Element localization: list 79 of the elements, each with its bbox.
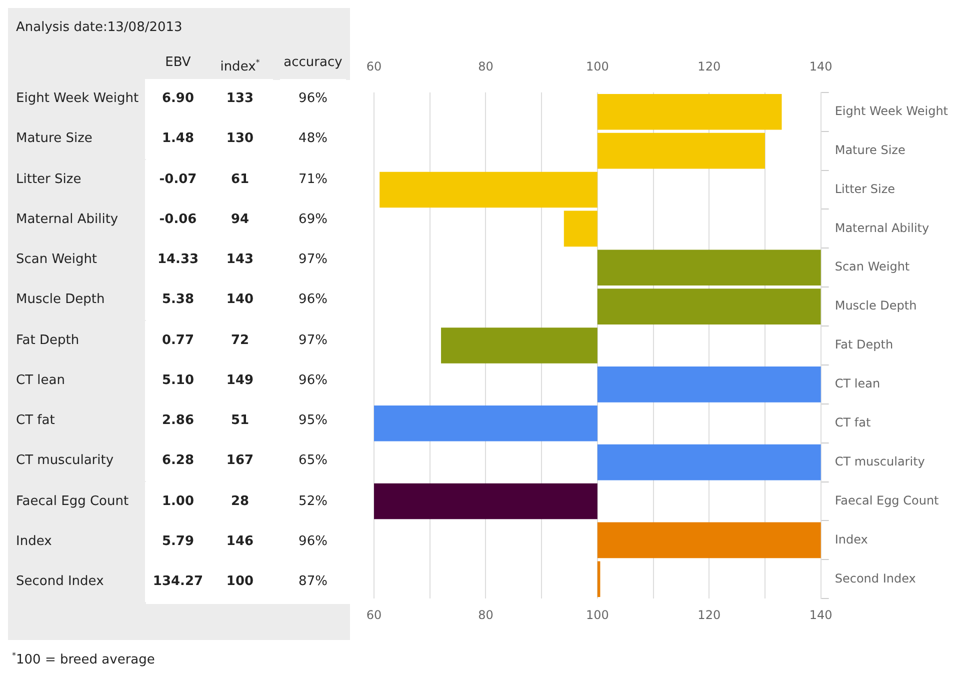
y-tick-label: Index <box>834 532 868 546</box>
data-label: 5.79 <box>145 522 211 562</box>
y-tick-label: Faecal Egg Count <box>834 493 940 508</box>
data-label: 140 <box>207 280 273 320</box>
y-tick-label: Scan Weight <box>834 260 910 274</box>
data-label: 48% <box>280 119 346 160</box>
series-label: EBV <box>165 55 191 71</box>
series-label: accuracy <box>284 55 342 71</box>
category-label: Scan Weight <box>16 252 98 268</box>
x-tick-label: 120 <box>698 608 721 622</box>
y-tick-label: CT lean <box>834 376 880 391</box>
data-label: 97% <box>280 240 346 280</box>
data-label: 28 <box>207 482 273 522</box>
x2-tick-label: 80 <box>478 59 494 74</box>
category-label: Litter Size <box>16 172 82 188</box>
data-label: 143 <box>207 240 273 280</box>
data-label: 69% <box>280 200 346 240</box>
data-label: 134.27 <box>145 562 211 602</box>
data-label: 61 <box>207 160 273 200</box>
data-label: 1.48 <box>145 119 211 160</box>
category-label: Fat Depth <box>16 332 80 348</box>
y-tick-label: Muscle Depth <box>834 298 917 313</box>
data-label: 2.86 <box>145 401 211 441</box>
data-label: 130 <box>207 119 273 160</box>
category-label: CT lean <box>16 372 65 389</box>
data-label: 146 <box>207 522 273 562</box>
text: Analysis date:13/08/2013 <box>16 20 182 36</box>
data-label: 51 <box>207 401 273 441</box>
x-tick-label: 60 <box>366 608 382 622</box>
y-tick-label: Eight Week Weight <box>834 104 948 118</box>
x-tick-label: 140 <box>809 608 832 622</box>
data-label: 6.90 <box>145 79 211 119</box>
data-label: 149 <box>207 360 273 401</box>
category-label: CT fat <box>16 413 55 429</box>
x2-tick-label: 120 <box>698 59 721 74</box>
data-label: 5.10 <box>145 360 211 401</box>
data-label: -0.06 <box>145 200 211 240</box>
x-tick-label: 80 <box>478 608 494 622</box>
category-label: Second Index <box>16 574 104 590</box>
data-label: 52% <box>280 482 346 522</box>
data-label: 94 <box>207 200 273 240</box>
data-label: 96% <box>280 79 346 119</box>
data-label: 14.33 <box>145 240 211 280</box>
data-label: 71% <box>280 160 346 200</box>
data-label: 96% <box>280 360 346 401</box>
series-label: index$^{*}$ <box>220 57 260 76</box>
x2-tick-label: 140 <box>809 59 832 74</box>
data-label: 1.00 <box>145 482 211 522</box>
category-label: Faecal Egg Count <box>16 494 129 510</box>
category-label: Maternal Ability <box>16 212 118 228</box>
category-label: Mature Size <box>16 131 92 148</box>
data-label: 96% <box>280 280 346 320</box>
data-label: 5.38 <box>145 280 211 320</box>
data-label: 0.77 <box>145 320 211 360</box>
data-label: 97% <box>280 320 346 360</box>
y-tick-label: Maternal Ability <box>834 220 930 235</box>
data-label: 6.28 <box>145 441 211 482</box>
category-label: Eight Week Weight <box>16 91 139 107</box>
category-label: CT muscularity <box>16 453 114 470</box>
x-tick-label: 100 <box>586 608 609 622</box>
data-label: 167 <box>207 441 273 482</box>
data-label: 133 <box>207 79 273 119</box>
data-label: 72 <box>207 320 273 360</box>
x2-tick-label: 60 <box>366 59 382 74</box>
data-label: 95% <box>280 401 346 441</box>
y-tick-label: Fat Depth <box>834 338 894 352</box>
y-tick-label: Mature Size <box>834 142 906 157</box>
data-label: 96% <box>280 522 346 562</box>
category-label: Index <box>16 534 52 550</box>
y-tick-label: CT fat <box>834 416 871 430</box>
category-label: Muscle Depth <box>16 292 105 308</box>
data-label: -0.07 <box>145 160 211 200</box>
text: $^{*}$100 = breed average <box>12 650 155 668</box>
x2-tick-label: 100 <box>586 59 609 74</box>
data-label: 87% <box>280 562 346 602</box>
data-label: 65% <box>280 441 346 482</box>
y-tick-label: Second Index <box>834 571 916 586</box>
y-tick-label: CT muscularity <box>834 454 925 468</box>
y-tick-label: Litter Size <box>834 182 896 196</box>
